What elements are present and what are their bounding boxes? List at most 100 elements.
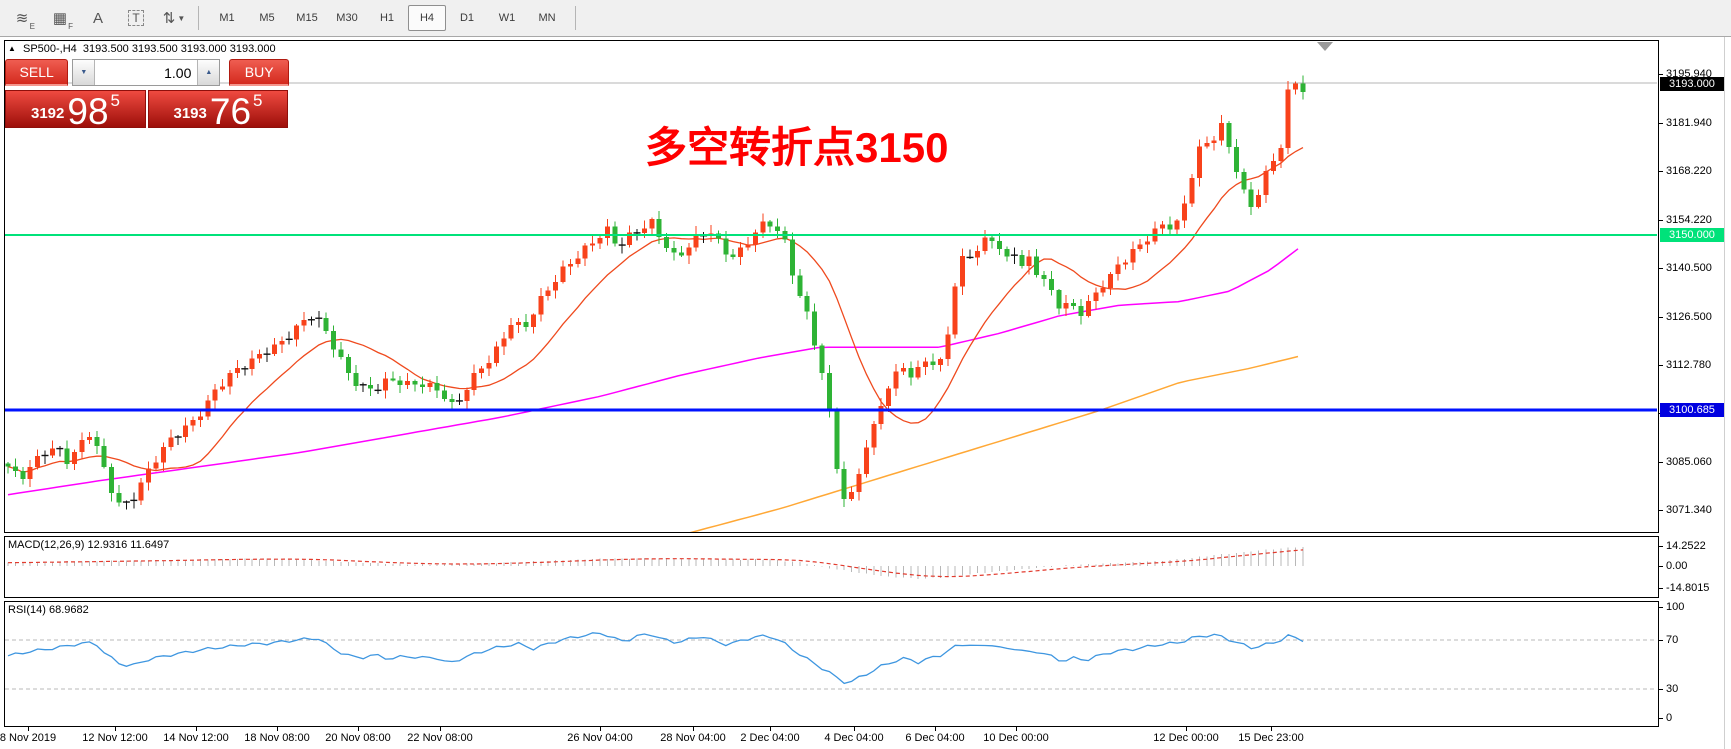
volume-input[interactable]: [95, 60, 198, 85]
axis-tick: [1659, 718, 1663, 719]
price-badge: 3150.000: [1660, 228, 1724, 242]
axis-tick-label: 3181.940: [1666, 117, 1712, 129]
rsi-panel[interactable]: [4, 601, 1659, 727]
time-tick: [115, 727, 116, 731]
time-tick-label: 12 Nov 12:00: [82, 732, 148, 744]
timeframe-button-d1[interactable]: D1: [459, 12, 475, 24]
symbol-name: SP500-,H4: [22, 43, 77, 55]
trade-controls-row: SELL ▼ ▲ BUY: [5, 59, 289, 86]
axis-tick: [1659, 171, 1663, 172]
axis-tick-label: 0.00: [1666, 560, 1688, 572]
price-badge: 3100.685: [1660, 403, 1724, 417]
toolbar-icon-group: ≋ E ▦ F A T ⇅ ▼: [0, 4, 190, 32]
macd-indicator-label: MACD(12,26,9) 12.9316 11.6497: [8, 539, 170, 551]
axis-tick: [1659, 640, 1663, 641]
price-badge: 3193.000: [1660, 77, 1724, 91]
timeframe-button-w1[interactable]: W1: [498, 12, 516, 24]
time-tick-label: 22 Nov 08:00: [407, 732, 473, 744]
text-tool-icon[interactable]: A: [92, 9, 103, 27]
time-tick-label: 10 Dec 00:00: [983, 732, 1049, 744]
time-tick-label: 26 Nov 04:00: [567, 732, 633, 744]
one-click-trading-panel: SELL ▼ ▲ BUY 3192 98 5 3193 76 5: [5, 59, 289, 132]
toolbar-separator: [575, 6, 576, 30]
time-tick: [358, 727, 359, 731]
timeframe-button-h4[interactable]: H4: [408, 5, 446, 31]
axis-tick: [1659, 510, 1663, 511]
timeframe-button-m5[interactable]: M5: [259, 12, 275, 24]
axis-tick-label: -14.8015: [1666, 582, 1710, 594]
time-tick: [693, 727, 694, 731]
axis-tick-label: 3126.500: [1666, 311, 1712, 323]
buy-button[interactable]: BUY: [229, 59, 289, 86]
axis-tick-label: 3071.340: [1666, 504, 1712, 516]
axis-tick: [1659, 268, 1663, 269]
rsi-indicator-label: RSI(14) 68.9682: [8, 604, 89, 616]
timeframe-button-h1[interactable]: H1: [379, 12, 395, 24]
ohlc-values: 3193.500 3193.500 3193.000 3193.000: [82, 43, 276, 55]
sell-price-prefix: 3192: [31, 105, 65, 122]
time-tick-label: 14 Nov 12:00: [163, 732, 229, 744]
chart-text-annotation[interactable]: 多空转折点3150: [645, 124, 949, 171]
axis-tick-label: 3112.780: [1666, 359, 1712, 371]
axis-tick-label: 3140.500: [1666, 262, 1712, 274]
axis-tick: [1659, 365, 1663, 366]
chart-header: ▲ SP500-,H4 3193.500 3193.500 3193.000 3…: [8, 43, 276, 55]
candlestick-chart[interactable]: [5, 41, 1658, 532]
buy-price-tile[interactable]: 3193 76 5: [148, 90, 288, 132]
axis-tick: [1659, 689, 1663, 690]
axis-tick-label: 3085.060: [1666, 456, 1712, 468]
axis-tick: [1659, 74, 1663, 75]
axis-tick-label: 14.2522: [1666, 540, 1706, 552]
axis-tick: [1659, 546, 1663, 547]
axis-tick-label: 70: [1666, 634, 1679, 646]
volume-increase-button[interactable]: ▲: [197, 60, 220, 85]
time-tick: [277, 727, 278, 731]
axis-tick: [1659, 220, 1663, 221]
time-tick-label: 15 Dec 23:00: [1238, 732, 1304, 744]
indicators-icon[interactable]: ≋ E: [15, 10, 35, 31]
label-tool-icon[interactable]: T: [120, 4, 152, 32]
axis-tick-label: 100: [1666, 601, 1685, 613]
axis-tick-label: 3154.220: [1666, 214, 1712, 226]
time-tick: [854, 727, 855, 731]
time-tick-label: 6 Dec 04:00: [905, 732, 965, 744]
sell-price-big: 98: [67, 90, 109, 132]
time-tick-label: 20 Nov 08:00: [325, 732, 391, 744]
axis-tick-label: 0: [1666, 712, 1673, 724]
collapse-triangle-icon[interactable]: ▲: [8, 44, 16, 53]
axis-tick: [1659, 607, 1663, 608]
axis-tick: [1659, 588, 1663, 589]
macd-panel[interactable]: [4, 536, 1659, 598]
buy-price-big: 76: [209, 90, 252, 132]
timeframe-button-m15[interactable]: M15: [296, 12, 318, 24]
time-tick: [1271, 727, 1272, 731]
time-tick-label: 8 Nov 2019: [0, 732, 57, 744]
chart-shift-marker-icon[interactable]: [1317, 42, 1333, 51]
timeframe-group: M1 M5 M15 M30 H1 H4 D1 W1 MN: [207, 5, 567, 31]
buy-price-sup: 5: [253, 91, 263, 110]
window-edge-divider: [1724, 37, 1725, 749]
volume-decrease-button[interactable]: ▼: [73, 60, 96, 85]
timeframe-button-mn[interactable]: MN: [538, 12, 556, 24]
sell-price-tile[interactable]: 3192 98 5: [5, 90, 146, 132]
arrange-icon[interactable]: ⇅ ▼: [162, 10, 186, 27]
axis-tick: [1659, 317, 1663, 318]
time-tick-label: 4 Dec 04:00: [824, 732, 884, 744]
grid-icon[interactable]: ▦ F: [52, 10, 73, 31]
sell-button[interactable]: SELL: [5, 59, 69, 86]
time-tick: [440, 727, 441, 731]
time-tick-label: 28 Nov 04:00: [660, 732, 726, 744]
time-tick: [770, 727, 771, 731]
buy-price-prefix: 3193: [173, 105, 207, 122]
axis-tick-label: 30: [1666, 683, 1679, 695]
sell-price-sup: 5: [110, 91, 120, 110]
toolbar: ≋ E ▦ F A T ⇅ ▼ M1 M5 M15 M30 H1 H4 D1 W1 MN: [0, 0, 1731, 37]
macd-chart[interactable]: [5, 537, 1658, 597]
rsi-chart[interactable]: [5, 602, 1658, 726]
time-tick: [28, 727, 29, 731]
axis-tick: [1659, 566, 1663, 567]
timeframe-button-m1[interactable]: M1: [219, 12, 235, 24]
timeframe-button-m30[interactable]: M30: [336, 12, 358, 24]
axis-tick-label: 3168.220: [1666, 165, 1712, 177]
